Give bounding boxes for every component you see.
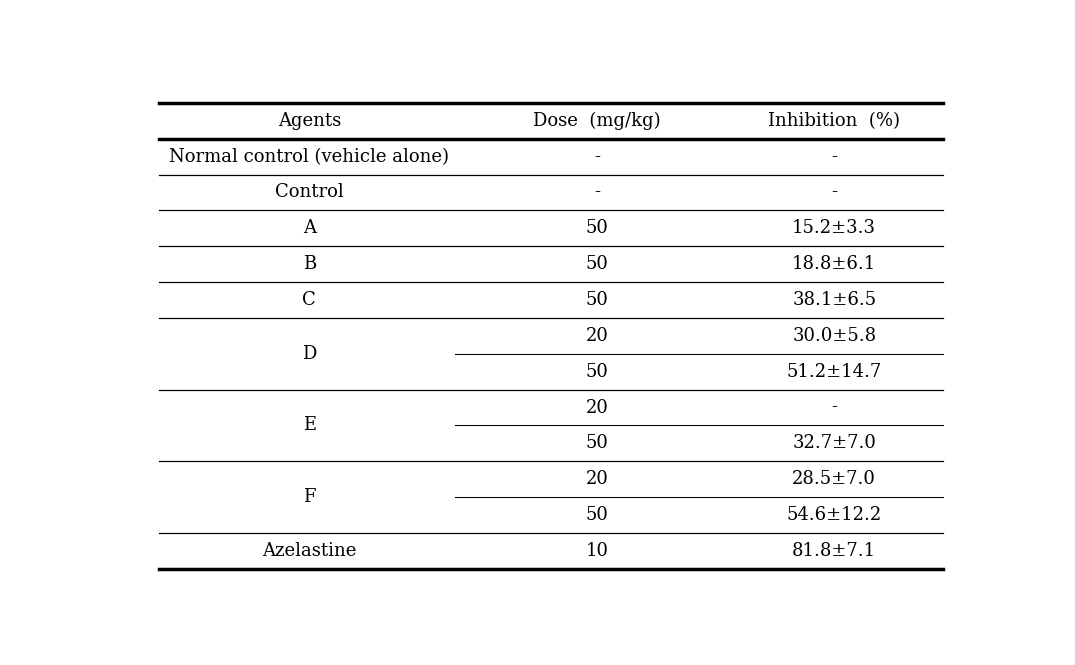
Text: 18.8±6.1: 18.8±6.1 <box>792 255 876 273</box>
Text: 10: 10 <box>585 542 608 560</box>
Text: 54.6±12.2: 54.6±12.2 <box>787 506 882 524</box>
Text: 15.2±3.3: 15.2±3.3 <box>792 219 876 237</box>
Text: 81.8±7.1: 81.8±7.1 <box>792 542 876 560</box>
Text: A: A <box>303 219 316 237</box>
Text: 38.1±6.5: 38.1±6.5 <box>792 291 876 309</box>
Text: Control: Control <box>275 184 344 201</box>
Text: 28.5±7.0: 28.5±7.0 <box>792 470 876 488</box>
Text: 20: 20 <box>585 327 608 345</box>
Text: 51.2±14.7: 51.2±14.7 <box>787 362 882 380</box>
Text: 50: 50 <box>585 362 608 380</box>
Text: 50: 50 <box>585 291 608 309</box>
Text: C: C <box>302 291 316 309</box>
Text: 50: 50 <box>585 255 608 273</box>
Text: E: E <box>303 416 316 434</box>
Text: 50: 50 <box>585 434 608 452</box>
Text: 30.0±5.8: 30.0±5.8 <box>792 327 876 345</box>
Text: 50: 50 <box>585 219 608 237</box>
Text: Dose  (mg/kg): Dose (mg/kg) <box>533 112 660 130</box>
Text: -: - <box>593 184 600 201</box>
Text: -: - <box>831 184 837 201</box>
Text: Agents: Agents <box>277 112 341 130</box>
Text: 32.7±7.0: 32.7±7.0 <box>792 434 876 452</box>
Text: 20: 20 <box>585 470 608 488</box>
Text: -: - <box>831 148 837 166</box>
Text: B: B <box>303 255 316 273</box>
Text: D: D <box>302 344 316 362</box>
Text: Normal control (vehicle alone): Normal control (vehicle alone) <box>170 148 449 166</box>
Text: 50: 50 <box>585 506 608 524</box>
Text: Azelastine: Azelastine <box>262 542 357 560</box>
Text: 20: 20 <box>585 398 608 416</box>
Text: -: - <box>831 398 837 416</box>
Text: Inhibition  (%): Inhibition (%) <box>769 112 900 130</box>
Text: F: F <box>303 488 316 506</box>
Text: -: - <box>593 148 600 166</box>
